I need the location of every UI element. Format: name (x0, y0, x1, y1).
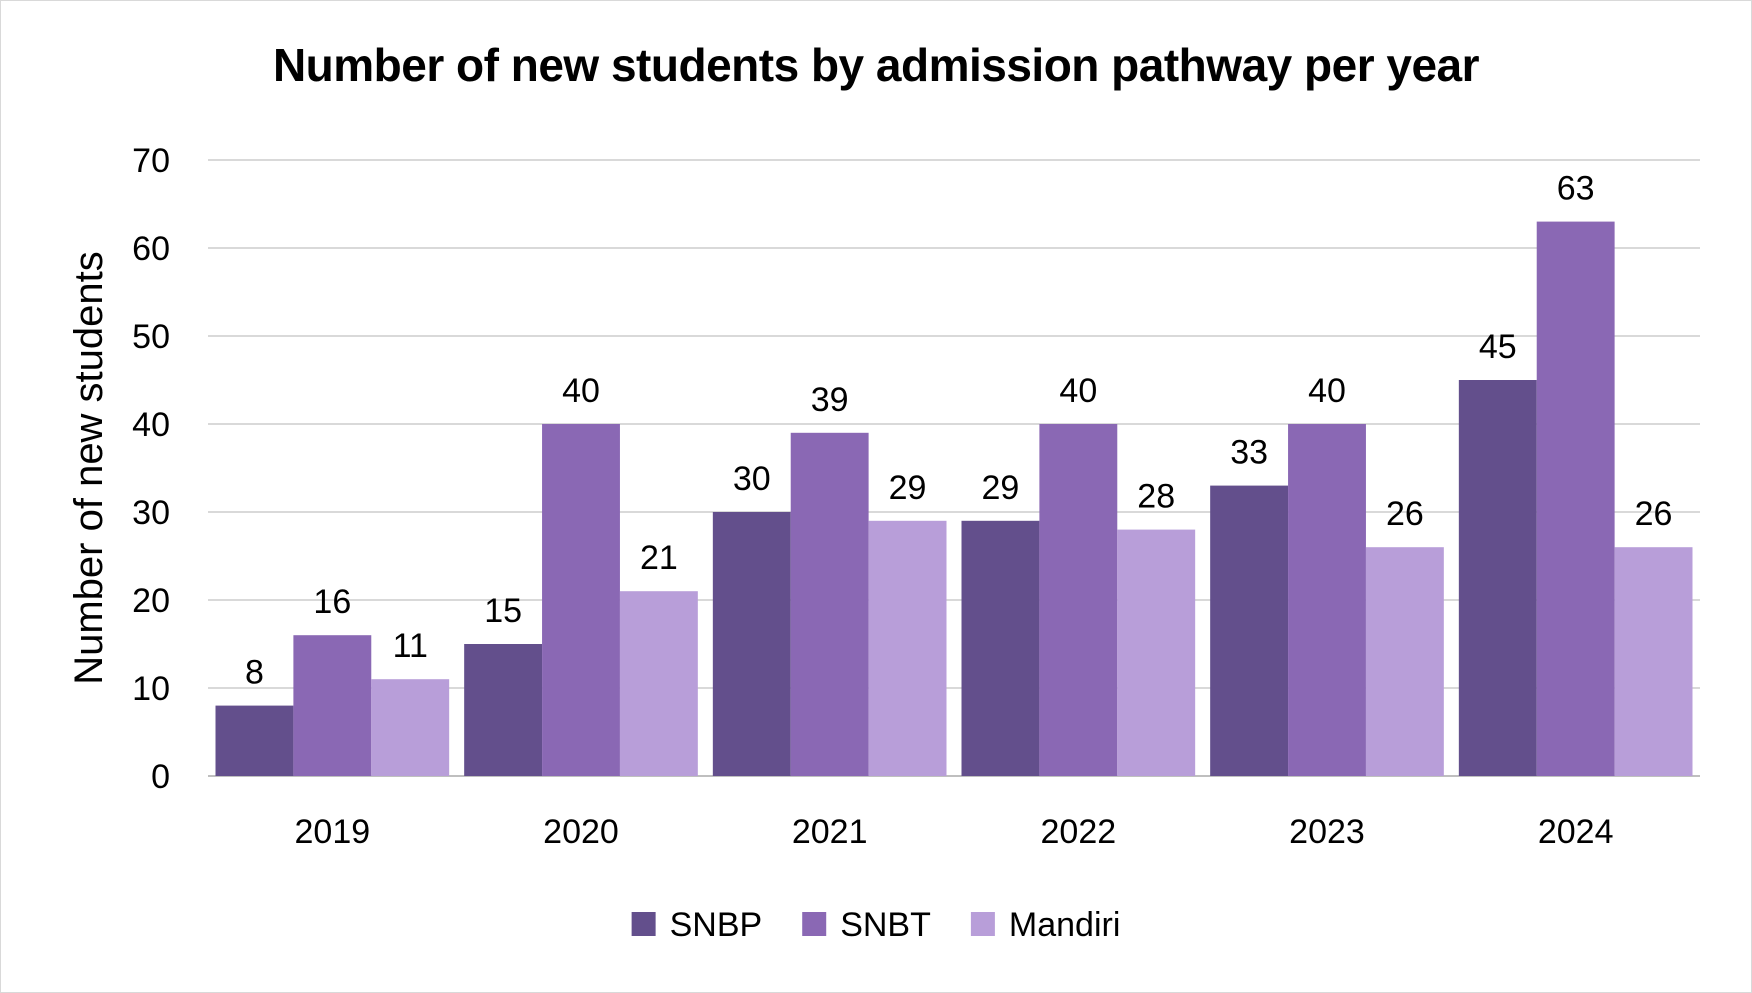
data-label: 26 (1635, 495, 1673, 533)
x-tick-label: 2020 (543, 813, 619, 851)
data-label: 63 (1557, 170, 1595, 208)
bar-snbt-2023 (1288, 424, 1366, 776)
y-tick-label: 30 (132, 494, 170, 532)
y-tick-label: 40 (132, 406, 170, 444)
data-label: 16 (313, 583, 351, 621)
data-label: 40 (1059, 372, 1097, 410)
y-axis-label: Number of new students (67, 251, 111, 685)
legend-swatch-snbt (802, 912, 827, 936)
bar-snbp-2022 (961, 520, 1040, 776)
bar-snbp-2021 (712, 512, 791, 776)
y-tick-label: 60 (132, 230, 170, 268)
y-tick-label: 50 (132, 318, 170, 356)
bar-mandiri-2023 (1365, 547, 1444, 776)
y-tick-label: 0 (151, 758, 170, 796)
legend-label-snbp: SNBP (670, 906, 763, 944)
bar-snbt-2019 (293, 635, 372, 776)
data-label: 33 (1230, 434, 1268, 472)
legend-label-mandiri: Mandiri (1009, 906, 1120, 944)
legend-swatch-mandiri (970, 912, 995, 936)
x-tick-label: 2023 (1289, 813, 1365, 851)
data-label: 21 (640, 539, 678, 577)
data-label: 11 (393, 627, 428, 665)
x-tick-label: 2022 (1041, 813, 1117, 851)
bar-snbt-2021 (790, 432, 869, 776)
legend-label-snbt: SNBT (840, 906, 931, 944)
data-label: 30 (733, 460, 771, 498)
bar-snbt-2020 (542, 424, 620, 776)
bars (215, 221, 1693, 777)
data-label: 8 (245, 654, 264, 692)
data-label: 40 (1308, 372, 1346, 410)
x-tick-label: 2019 (295, 813, 371, 851)
bar-snbp-2019 (215, 705, 294, 776)
data-labels: 8 16 11 15 40 21 30 39 29 29 40 28 33 40 26 45 63 26 (245, 170, 1672, 692)
x-tick-label: 2021 (792, 813, 868, 851)
y-axis-ticks: 0 10 20 30 40 50 60 70 (132, 142, 170, 796)
data-label: 15 (484, 592, 522, 630)
y-tick-label: 10 (132, 670, 170, 708)
data-label: 29 (982, 469, 1020, 507)
legend: SNBP SNBT Mandiri (631, 906, 1120, 944)
data-label: 26 (1386, 495, 1424, 533)
gridlines (208, 159, 1700, 777)
bar-mandiri-2020 (619, 591, 698, 776)
bar-mandiri-2019 (371, 679, 450, 776)
bar-mandiri-2021 (868, 520, 947, 776)
y-tick-label: 70 (132, 142, 170, 180)
data-label: 29 (889, 469, 927, 507)
data-label: 28 (1137, 478, 1175, 516)
data-label: 45 (1479, 328, 1517, 366)
bar-snbt-2022 (1039, 424, 1118, 776)
bar-mandiri-2022 (1117, 529, 1196, 776)
bar-snbp-2020 (464, 644, 543, 776)
x-axis-ticks: 2019 2020 2021 2022 2023 2024 (295, 813, 1614, 851)
bar-snbt-2024 (1536, 221, 1615, 777)
legend-swatch-snbp (631, 912, 656, 936)
bar-snbp-2023 (1210, 485, 1289, 776)
data-label: 39 (811, 381, 849, 419)
data-label: 40 (562, 372, 600, 410)
chart-title: Number of new students by admission path… (272, 39, 1480, 91)
x-tick-label: 2024 (1538, 813, 1614, 851)
y-tick-label: 20 (132, 582, 170, 620)
bar-mandiri-2024 (1614, 547, 1693, 776)
bar-snbp-2024 (1458, 380, 1537, 776)
